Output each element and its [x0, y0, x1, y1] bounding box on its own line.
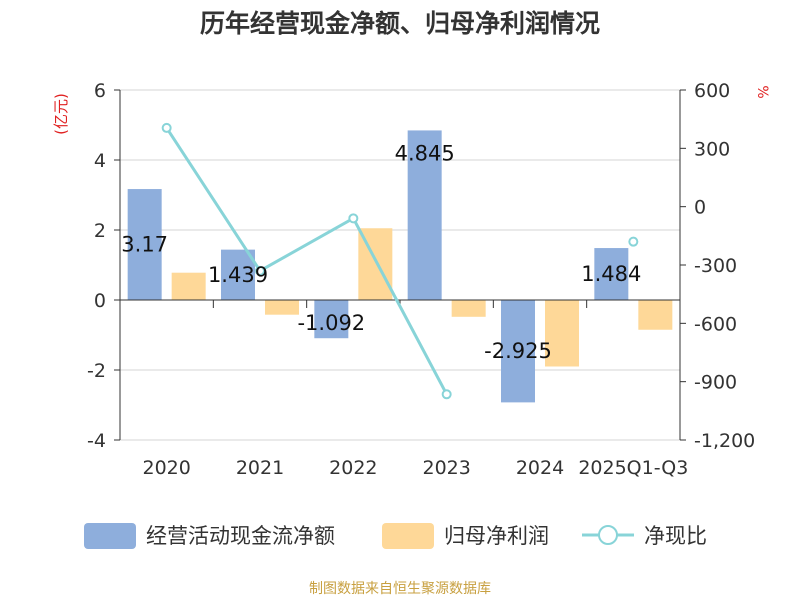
bar: [638, 300, 673, 330]
bar: [265, 300, 299, 315]
x-tick-label: 2025Q1-Q3: [578, 457, 688, 479]
data-label: -1.092: [297, 311, 365, 335]
line-point: [348, 213, 359, 224]
bar: [171, 272, 206, 300]
y-right-tick-label: -900: [694, 372, 737, 394]
legend-label: 归母净利润: [444, 524, 549, 548]
bar: [221, 249, 255, 300]
data-label: 3.17: [121, 233, 168, 257]
y-left-tick-label: 0: [94, 290, 106, 312]
data-label: 1.439: [208, 263, 268, 287]
data-label: 4.845: [395, 141, 455, 165]
line-point: [441, 389, 452, 400]
line-point: [628, 236, 639, 247]
bars: [127, 130, 673, 403]
y-right-tick-label: -1,200: [694, 430, 755, 452]
x-tick-label: 2024: [516, 457, 564, 479]
y-right-tick-label: -600: [694, 313, 737, 335]
y-left-tick-label: 2: [94, 220, 106, 242]
data-label: -2.925: [484, 339, 552, 363]
y-left-tick-label: -2: [87, 360, 106, 382]
y-left-tick-label: 4: [94, 150, 106, 172]
data-label: 1.484: [581, 262, 641, 286]
x-tick-label: 2020: [142, 457, 190, 479]
bar: [545, 300, 579, 367]
y-right-tick-label: -300: [694, 255, 737, 277]
data-labels: 3.17 1.439 -1.092 4.845 -2.925 1.484: [121, 141, 641, 363]
axes: -4 -2 0 2 4 6 -1,200 -900 -600 -300 0 300 600 2020 202…: [87, 80, 755, 479]
bar: [451, 300, 486, 317]
line-point: [161, 122, 172, 133]
x-tick-label: 2022: [329, 457, 377, 479]
bar: [127, 189, 162, 300]
x-tick-label: 2021: [236, 457, 284, 479]
legend-swatch: [382, 523, 434, 549]
legend-swatch: [84, 523, 136, 549]
bar: [501, 300, 535, 403]
y-left-tick-label: -4: [87, 430, 106, 452]
legend: 经营活动现金流净额 归母净利润 净现比: [84, 523, 707, 549]
line-series-segment: [165, 127, 448, 396]
bar: [314, 300, 349, 339]
bar: [407, 130, 442, 300]
y-right-tick-label: 0: [694, 197, 706, 219]
legend-marker: [598, 525, 618, 545]
y-right-tick-label: 300: [694, 138, 730, 160]
legend-label: 经营活动现金流净额: [146, 524, 335, 548]
y-axis-left-label: (亿元): [52, 93, 70, 135]
y-axis-right-label: %: [754, 85, 770, 98]
legend-label: 净现比: [644, 524, 707, 548]
y-right-tick-label: 600: [694, 80, 730, 102]
line-point: [255, 265, 265, 276]
bar: [594, 248, 629, 300]
x-tick-label: 2023: [422, 457, 470, 479]
chart-title: 历年经营现金净额、归母净利润情况: [200, 9, 600, 38]
source-note: 制图数据来自恒生聚源数据库: [309, 581, 491, 597]
line-series: [161, 122, 639, 400]
grid-lines: [120, 89, 680, 441]
y-left-tick-label: 6: [94, 80, 106, 102]
